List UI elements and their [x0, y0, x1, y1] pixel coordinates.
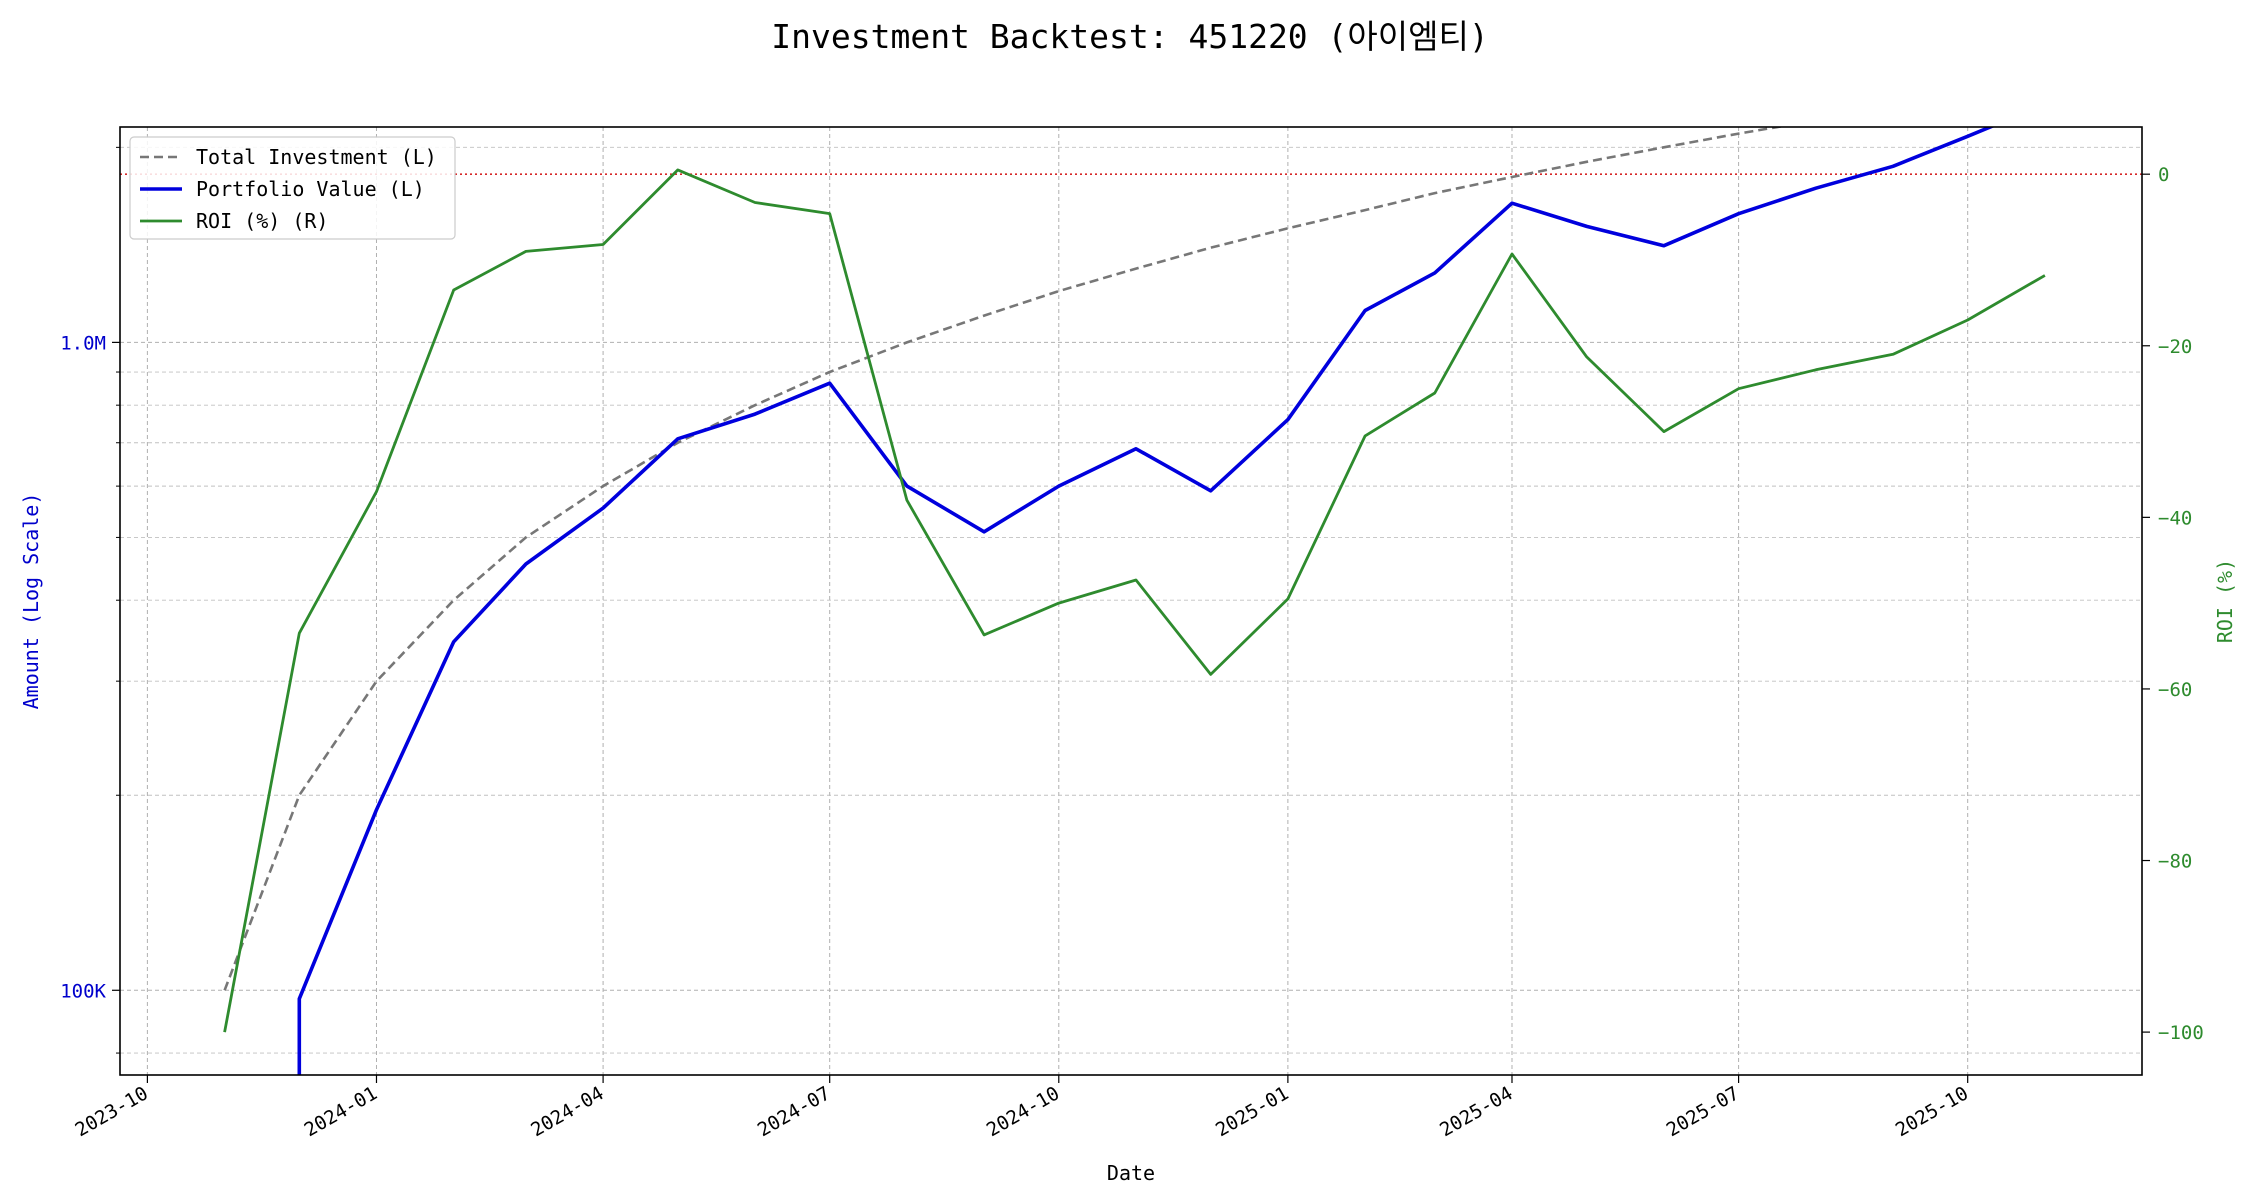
x-tick-label: 2023-10 [72, 1082, 152, 1141]
grid-lines [120, 127, 2142, 1075]
y-left-tick-label: 100K [60, 980, 106, 1002]
left-y-axis-title: Amount (Log Scale) [19, 493, 43, 710]
y-left-tick-label: 1.0M [60, 332, 106, 354]
x-tick-label: 2024-07 [754, 1082, 834, 1141]
right-y-axis: 0 −20 −40 −60 −80 −100 [2142, 164, 2204, 1044]
legend-label: Total Investment (L) [196, 145, 437, 169]
y-right-tick-label: −40 [2158, 507, 2192, 529]
x-tick-label: 2024-04 [527, 1082, 607, 1141]
right-y-axis-title: ROI (%) [2213, 559, 2237, 643]
legend-label: ROI (%) (R) [196, 209, 328, 233]
legend: Total Investment (L) Portfolio Value (L) R… [129, 136, 456, 240]
series-line-0 [223, 127, 1786, 991]
series-lines [223, 127, 2046, 1075]
x-tick-label: 2025-01 [1212, 1082, 1292, 1141]
legend-label: Portfolio Value (L) [196, 177, 425, 201]
y-right-tick-label: 0 [2158, 164, 2169, 186]
y-right-tick-label: −80 [2158, 851, 2192, 873]
y-right-tick-label: −60 [2158, 679, 2192, 701]
plot-frame [119, 126, 2143, 1076]
x-tick-label: 2025-04 [1436, 1082, 1516, 1141]
series-line-1 [297, 127, 1995, 1075]
chart-title: Investment Backtest: 451220 (아이엠티) [771, 17, 1488, 56]
left-y-axis: 100K 1.0M [60, 146, 120, 1054]
x-tick-label: 2024-01 [301, 1082, 381, 1141]
x-tick-label: 2025-07 [1663, 1082, 1743, 1141]
x-axis-title: Date [1107, 1161, 1155, 1185]
legend-box [129, 136, 456, 240]
x-tick-label: 2025-10 [1892, 1082, 1972, 1141]
x-tick-label: 2024-10 [983, 1082, 1063, 1141]
x-axis: 2023-10 2024-01 2024-04 2024-07 2024-10 2025-… [72, 1075, 1972, 1141]
series-line-2 [223, 168, 2046, 1033]
y-right-tick-label: −20 [2158, 336, 2192, 358]
y-right-tick-label: −100 [2158, 1022, 2204, 1044]
